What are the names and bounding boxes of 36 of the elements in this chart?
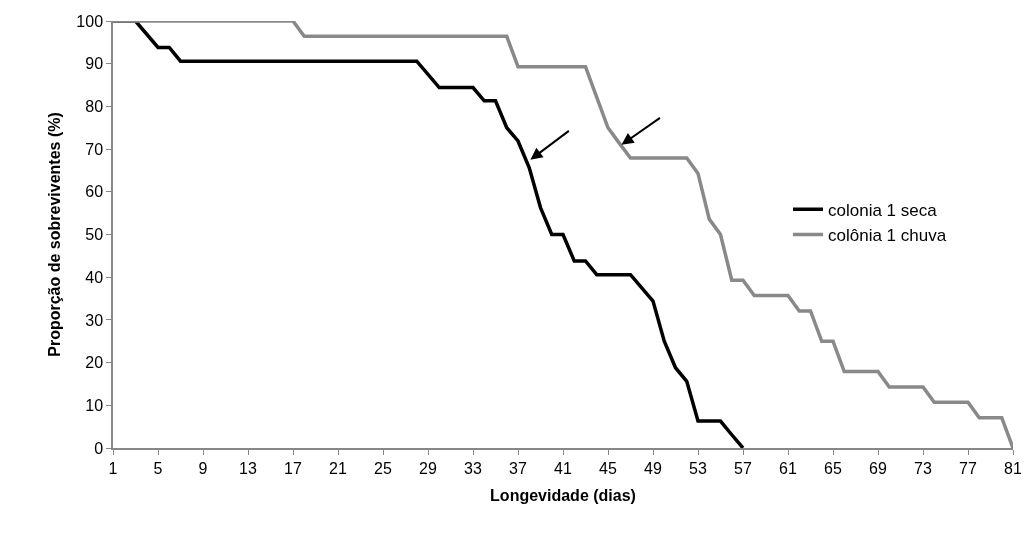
y-tick-label: 20 [85,354,104,372]
x-tick-label: 33 [464,459,482,477]
x-tick-label: 81 [1004,459,1022,477]
x-tick-label: 61 [779,459,797,477]
y-tick-label: 0 [94,439,104,457]
x-tick-label: 73 [914,459,932,477]
y-tick-label: 50 [85,226,104,244]
x-tick-label: 69 [869,459,887,477]
x-tick-label: 17 [284,459,302,477]
x-tick-label: 65 [824,459,842,477]
y-tick-label: 60 [85,183,104,201]
y-tick-label: 100 [76,12,104,30]
y-axis-title: Proporção de sobreviventes (%) [45,112,63,357]
x-tick-label: 1 [108,459,118,477]
x-tick-label: 37 [509,459,527,477]
x-tick-label: 77 [959,459,977,477]
y-tick-label: 30 [85,311,104,329]
legend-label: colonia 1 seca [828,200,938,220]
x-tick-label: 13 [239,459,257,477]
y-tick-label: 70 [85,140,104,158]
legend-label: colônia 1 chuva [828,226,947,246]
x-tick-label: 5 [153,459,163,477]
x-tick-label: 57 [734,459,752,477]
x-tick-label: 49 [644,459,662,477]
y-tick-label: 40 [85,268,104,286]
y-tick-label: 80 [85,98,104,115]
x-axis-title: Longevidade (dias) [490,487,636,505]
x-tick-label: 45 [599,459,617,477]
x-tick-label: 9 [198,459,208,477]
x-tick-label: 53 [689,459,707,477]
x-tick-label: 21 [329,459,347,477]
y-tick-label: 10 [85,396,104,414]
x-tick-label: 29 [419,459,437,477]
x-tick-label: 41 [554,459,572,477]
y-tick-label: 90 [85,55,104,73]
x-tick-label: 25 [374,459,392,477]
